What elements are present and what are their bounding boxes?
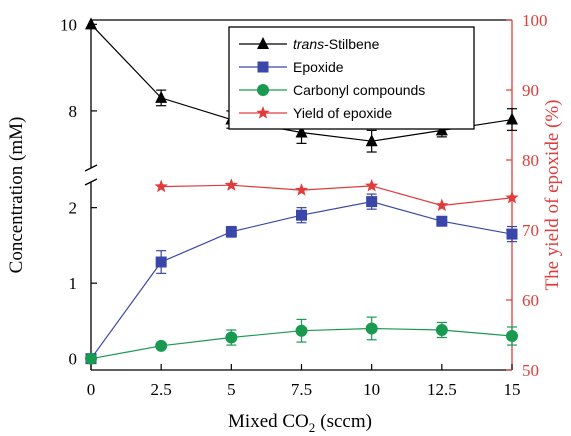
legend-item: trans-Stilbene [239, 36, 380, 52]
data-point [506, 112, 518, 125]
y-right-tick-label: 50 [522, 361, 539, 380]
legend-marker [256, 106, 270, 119]
legend-group: trans-Stilbene Epoxide Carbonyl compounds Y… [228, 26, 475, 130]
y-left-tick-label: 10 [60, 15, 77, 34]
data-point [294, 183, 309, 196]
data-point [435, 198, 449, 212]
x-tick-label: 10 [363, 380, 380, 399]
y-right-tick-label: 90 [522, 81, 539, 100]
data-point [155, 256, 167, 268]
x-tick-label: 2.5 [151, 380, 172, 399]
data-point [295, 125, 308, 138]
legend-label: Carbonyl compounds [293, 82, 425, 98]
axes-group: 0 2.5 5 7.5 10 12.5 15 0 1 2 8 10 50 60 70 80 90 100 [60, 11, 548, 399]
y-right-tick-label: 60 [522, 291, 539, 310]
y-left-axis-title: Concentration (mM) [6, 117, 27, 274]
axis-break-mark [84, 178, 98, 186]
legend-item: Epoxide [239, 59, 344, 75]
legend-label: trans-Stilbene [293, 36, 380, 52]
x-tick-label: 5 [227, 380, 236, 399]
x-axis-title-main: Mixed CO [228, 411, 309, 432]
data-point [154, 179, 168, 193]
x-axis-title-unit: (sccm) [320, 411, 372, 432]
data-point [365, 322, 378, 335]
axis-break-mark [84, 164, 98, 172]
y-left-tick-label: 2 [69, 199, 78, 218]
series-group [85, 17, 519, 365]
data-point [365, 178, 379, 192]
legend-marker [257, 61, 269, 73]
data-point [225, 226, 237, 238]
data-point [85, 17, 97, 30]
data-point [505, 190, 519, 204]
x-tick-label: 15 [504, 380, 521, 399]
legend-label: Yield of epoxide [293, 105, 392, 121]
y-left-tick-label: 8 [69, 102, 78, 121]
legend-label-rest: -Stilbene [324, 36, 379, 52]
y-left-tick-label: 1 [69, 274, 78, 293]
x-tick-label: 7.5 [291, 380, 312, 399]
data-point [506, 330, 518, 343]
data-point [365, 134, 378, 147]
data-point [155, 90, 168, 103]
x-tick-label: 0 [87, 380, 96, 399]
series-line [161, 184, 513, 207]
legend-item: Yield of epoxide [239, 105, 392, 121]
y-right-tick-label: 80 [522, 151, 539, 170]
y-right-axis-title: The yield of epoxide (%) [542, 100, 563, 291]
data-point [225, 331, 238, 344]
series-2 [85, 316, 518, 365]
data-point [296, 209, 307, 221]
legend-label-italic: trans [293, 36, 324, 52]
legend-label: Epoxide [293, 59, 344, 75]
data-point [155, 339, 168, 352]
x-tick-label: 12.5 [427, 380, 457, 399]
y-left-tick-label: 0 [69, 350, 78, 369]
data-point [85, 352, 97, 365]
data-point [224, 178, 238, 191]
data-point [295, 324, 308, 337]
legend-marker [257, 37, 269, 49]
data-point [436, 215, 448, 227]
y-right-tick-label: 100 [522, 11, 548, 30]
data-point [435, 323, 448, 336]
y-right-tick-label: 70 [522, 221, 539, 240]
data-point [506, 228, 518, 240]
x-axis-title-subscript: 2 [309, 420, 316, 435]
series-3 [154, 178, 519, 212]
legend-item: Carbonyl compounds [239, 82, 425, 98]
series-1 [85, 193, 518, 365]
x-axis-title: Mixed CO2 (sccm) [228, 411, 372, 435]
data-point [366, 196, 378, 208]
legend-marker [257, 84, 269, 96]
